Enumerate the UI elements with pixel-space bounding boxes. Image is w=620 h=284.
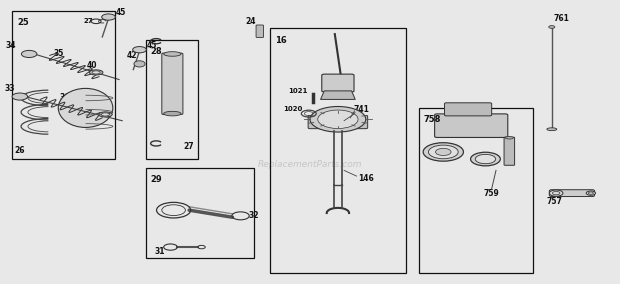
Ellipse shape bbox=[58, 88, 113, 128]
FancyBboxPatch shape bbox=[435, 114, 508, 137]
Bar bbox=[270, 28, 406, 273]
FancyBboxPatch shape bbox=[308, 116, 368, 129]
Text: 758: 758 bbox=[423, 115, 441, 124]
Text: 31: 31 bbox=[155, 247, 165, 256]
Ellipse shape bbox=[547, 128, 557, 131]
Bar bbox=[146, 168, 254, 258]
Ellipse shape bbox=[471, 152, 500, 166]
Text: 1020: 1020 bbox=[283, 106, 303, 112]
FancyBboxPatch shape bbox=[549, 190, 595, 197]
FancyBboxPatch shape bbox=[504, 137, 515, 165]
Text: 24: 24 bbox=[246, 17, 256, 26]
Text: 41: 41 bbox=[94, 102, 104, 111]
Text: 32: 32 bbox=[249, 211, 259, 220]
Ellipse shape bbox=[133, 47, 146, 53]
Text: 40: 40 bbox=[87, 61, 97, 70]
Ellipse shape bbox=[102, 113, 110, 116]
Text: 16: 16 bbox=[275, 36, 286, 45]
Text: 26: 26 bbox=[15, 146, 25, 155]
Text: 34: 34 bbox=[6, 41, 16, 50]
Ellipse shape bbox=[476, 154, 496, 164]
Bar bbox=[146, 40, 198, 159]
Text: 27: 27 bbox=[83, 18, 93, 24]
Ellipse shape bbox=[505, 137, 513, 139]
Text: 35: 35 bbox=[54, 49, 64, 59]
Text: 759: 759 bbox=[484, 189, 500, 198]
Ellipse shape bbox=[134, 61, 145, 67]
Polygon shape bbox=[321, 91, 355, 99]
Ellipse shape bbox=[92, 71, 100, 74]
Ellipse shape bbox=[89, 70, 103, 75]
Ellipse shape bbox=[549, 26, 555, 28]
Ellipse shape bbox=[12, 93, 27, 100]
Bar bbox=[418, 108, 533, 273]
Text: 33: 33 bbox=[4, 83, 14, 93]
FancyBboxPatch shape bbox=[445, 103, 492, 116]
Text: 29: 29 bbox=[151, 175, 162, 184]
FancyBboxPatch shape bbox=[162, 53, 183, 114]
Ellipse shape bbox=[435, 148, 451, 156]
Ellipse shape bbox=[164, 111, 181, 116]
Ellipse shape bbox=[318, 110, 358, 129]
Text: 45: 45 bbox=[116, 8, 126, 17]
Text: 761: 761 bbox=[553, 14, 569, 23]
FancyBboxPatch shape bbox=[256, 25, 264, 37]
Text: 741: 741 bbox=[353, 105, 370, 114]
Text: 28: 28 bbox=[151, 47, 162, 56]
Text: 25: 25 bbox=[17, 18, 29, 28]
Text: 27: 27 bbox=[184, 142, 195, 151]
Text: ReplacementParts.com: ReplacementParts.com bbox=[258, 160, 362, 169]
Text: 1021: 1021 bbox=[288, 88, 308, 94]
Text: 757: 757 bbox=[547, 197, 563, 206]
Text: 42: 42 bbox=[127, 51, 137, 60]
Bar bbox=[12, 11, 115, 159]
Ellipse shape bbox=[587, 191, 595, 195]
Text: 146: 146 bbox=[358, 174, 374, 183]
Ellipse shape bbox=[423, 143, 463, 161]
Ellipse shape bbox=[99, 112, 112, 117]
Ellipse shape bbox=[310, 106, 366, 132]
Ellipse shape bbox=[164, 52, 181, 56]
Ellipse shape bbox=[21, 51, 37, 58]
FancyBboxPatch shape bbox=[322, 74, 354, 92]
Ellipse shape bbox=[102, 14, 115, 20]
Ellipse shape bbox=[549, 190, 563, 196]
Text: 45: 45 bbox=[147, 41, 157, 50]
Text: 36: 36 bbox=[60, 93, 70, 103]
Ellipse shape bbox=[428, 145, 458, 159]
